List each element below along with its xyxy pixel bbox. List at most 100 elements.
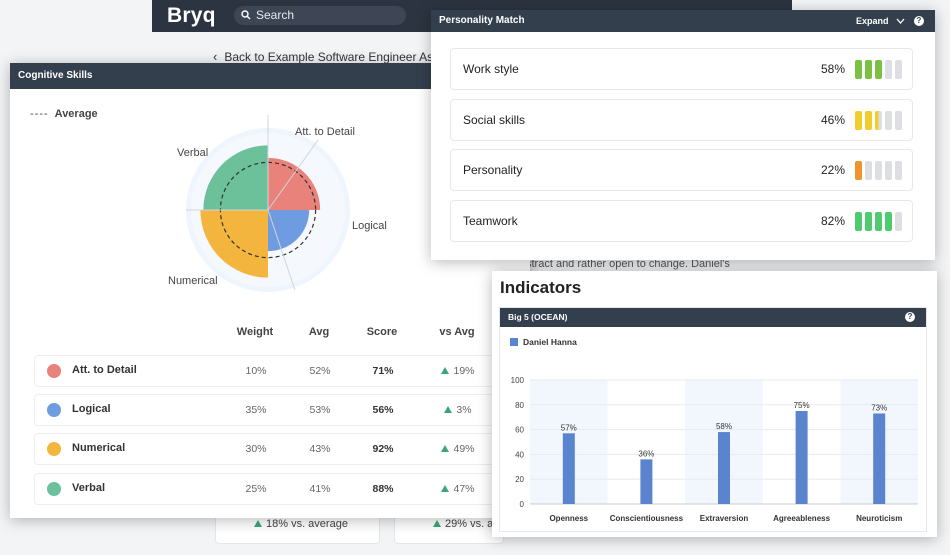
bar[interactable] bbox=[640, 459, 653, 504]
x-tick-label: Openness bbox=[549, 514, 588, 523]
skill-row[interactable]: Att. to Detail 10% 52% 71% 19% bbox=[34, 355, 530, 387]
arrow-up-icon bbox=[441, 367, 450, 374]
bar-segment bbox=[885, 212, 892, 231]
expand-button[interactable]: Expand bbox=[856, 10, 905, 32]
personality-bar-meter bbox=[852, 60, 902, 79]
skill-score: 88% bbox=[372, 483, 394, 495]
personality-percent: 82% bbox=[820, 214, 845, 228]
background-summary-text: stract and rather open to change. Daniel… bbox=[526, 258, 730, 270]
skill-vs-avg: 49% bbox=[428, 443, 488, 455]
panel-title: Personality Match bbox=[439, 15, 525, 26]
panel-title: Big 5 (OCEAN) bbox=[508, 312, 568, 322]
help-icon[interactable]: ? bbox=[905, 312, 915, 322]
dashed-line-icon: ---- bbox=[30, 108, 49, 120]
average-legend-label: Average bbox=[54, 108, 98, 120]
skill-name: Numerical bbox=[72, 442, 126, 454]
skill-row[interactable]: Logical 35% 53% 56% 3% bbox=[34, 394, 530, 426]
personality-row[interactable]: Personality 22% bbox=[450, 149, 913, 191]
personality-match-header: Personality Match Expand ? bbox=[431, 10, 935, 32]
arrow-up-icon bbox=[441, 485, 450, 492]
skill-avg: 53% bbox=[309, 404, 331, 416]
skill-vs-avg-value: 49% bbox=[453, 443, 475, 455]
background bbox=[0, 0, 152, 32]
bar-segment bbox=[895, 111, 902, 130]
back-link[interactable]: ‹ Back to Example Software Engineer Asses… bbox=[213, 49, 468, 64]
radar-axis-label: Att. to Detail bbox=[295, 126, 355, 138]
personality-row[interactable]: Work style 58% bbox=[450, 48, 913, 90]
skill-avg: 41% bbox=[309, 483, 331, 495]
legend-label: Daniel Hanna bbox=[523, 337, 577, 347]
bar-segment bbox=[875, 111, 882, 130]
bar-segment bbox=[865, 161, 872, 180]
radar-sector-verbal[interactable] bbox=[203, 145, 268, 210]
skill-name: Logical bbox=[72, 403, 111, 415]
skill-vs-avg: 3% bbox=[428, 404, 488, 416]
y-tick-label: 40 bbox=[515, 450, 524, 459]
radar-sector-numerical[interactable] bbox=[200, 210, 268, 278]
bar-segment bbox=[865, 60, 872, 79]
personality-label: Personality bbox=[463, 163, 523, 177]
help-icon[interactable]: ? bbox=[914, 16, 924, 26]
x-tick-label: Conscientiousness bbox=[610, 514, 684, 523]
bar-segment bbox=[875, 161, 882, 180]
radar-axis-line bbox=[267, 139, 319, 211]
average-legend: ---- Average bbox=[30, 108, 98, 120]
chevron-left-icon: ‹ bbox=[213, 49, 218, 64]
personality-percent: 58% bbox=[820, 62, 845, 76]
search-placeholder: Search bbox=[256, 8, 295, 22]
bar-value-label: 58% bbox=[716, 422, 732, 431]
skill-score: 71% bbox=[372, 365, 394, 377]
personality-label: Teamwork bbox=[463, 214, 518, 228]
bar-segment bbox=[865, 212, 872, 231]
bar[interactable] bbox=[795, 411, 808, 504]
skill-vs-avg-value: 47% bbox=[453, 483, 475, 495]
radar-axis-label: Logical bbox=[352, 220, 387, 232]
brand-logo[interactable]: Bryq bbox=[167, 4, 216, 27]
skill-weight: 10% bbox=[245, 365, 267, 377]
background-stat-text: 18% vs. average bbox=[266, 518, 348, 530]
bar-value-label: 57% bbox=[561, 423, 577, 432]
personality-label: Social skills bbox=[463, 113, 526, 127]
skill-avg: 52% bbox=[309, 365, 331, 377]
bar-value-label: 36% bbox=[638, 449, 654, 458]
radar-axis-line bbox=[267, 209, 296, 291]
column-header-avg: Avg bbox=[308, 326, 330, 338]
skill-color-dot bbox=[47, 442, 61, 456]
skill-color-dot bbox=[47, 364, 61, 378]
bar-segment bbox=[875, 60, 882, 79]
chart-legend[interactable]: Daniel Hanna bbox=[510, 337, 577, 347]
y-tick-label: 80 bbox=[515, 401, 524, 410]
radar-sector-att-to-detail[interactable] bbox=[268, 157, 321, 210]
skill-color-dot bbox=[47, 482, 61, 496]
personality-row[interactable]: Social skills 46% bbox=[450, 99, 913, 141]
radar-axis-label: Verbal bbox=[177, 147, 208, 159]
bar-segment bbox=[865, 111, 872, 130]
bar[interactable] bbox=[873, 413, 886, 504]
column-header-vs-avg: vs Avg bbox=[439, 326, 475, 338]
skill-avg: 43% bbox=[309, 443, 331, 455]
x-tick-label: Extraversion bbox=[700, 514, 749, 523]
arrow-up-icon bbox=[441, 445, 450, 452]
search-input[interactable]: Search bbox=[234, 6, 406, 25]
skill-vs-avg-value: 19% bbox=[453, 365, 475, 377]
bar-segment bbox=[855, 60, 862, 79]
personality-row[interactable]: Teamwork 82% bbox=[450, 200, 913, 242]
bar[interactable] bbox=[562, 433, 575, 504]
personality-label: Work style bbox=[463, 62, 519, 76]
skill-vs-avg: 19% bbox=[428, 365, 488, 377]
skill-weight: 35% bbox=[245, 404, 267, 416]
skill-row[interactable]: Numerical 30% 43% 92% 49% bbox=[34, 433, 530, 465]
x-tick-label: Agreeableness bbox=[773, 514, 830, 523]
bar-segment bbox=[895, 161, 902, 180]
bar[interactable] bbox=[718, 432, 730, 504]
skill-name: Verbal bbox=[72, 482, 106, 494]
y-tick-label: 60 bbox=[515, 426, 524, 435]
cognitive-radar-chart: Att. to Detail Logical Numerical Verbal bbox=[168, 115, 387, 292]
expand-label: Expand bbox=[855, 16, 889, 26]
bar-segment bbox=[855, 212, 862, 231]
bar-segment bbox=[885, 111, 892, 130]
skill-score: 92% bbox=[372, 443, 394, 455]
skill-row[interactable]: Verbal 25% 41% 88% 47% bbox=[34, 473, 530, 505]
column-header-score: Score bbox=[366, 326, 398, 338]
skill-vs-avg-value: 3% bbox=[456, 404, 472, 416]
